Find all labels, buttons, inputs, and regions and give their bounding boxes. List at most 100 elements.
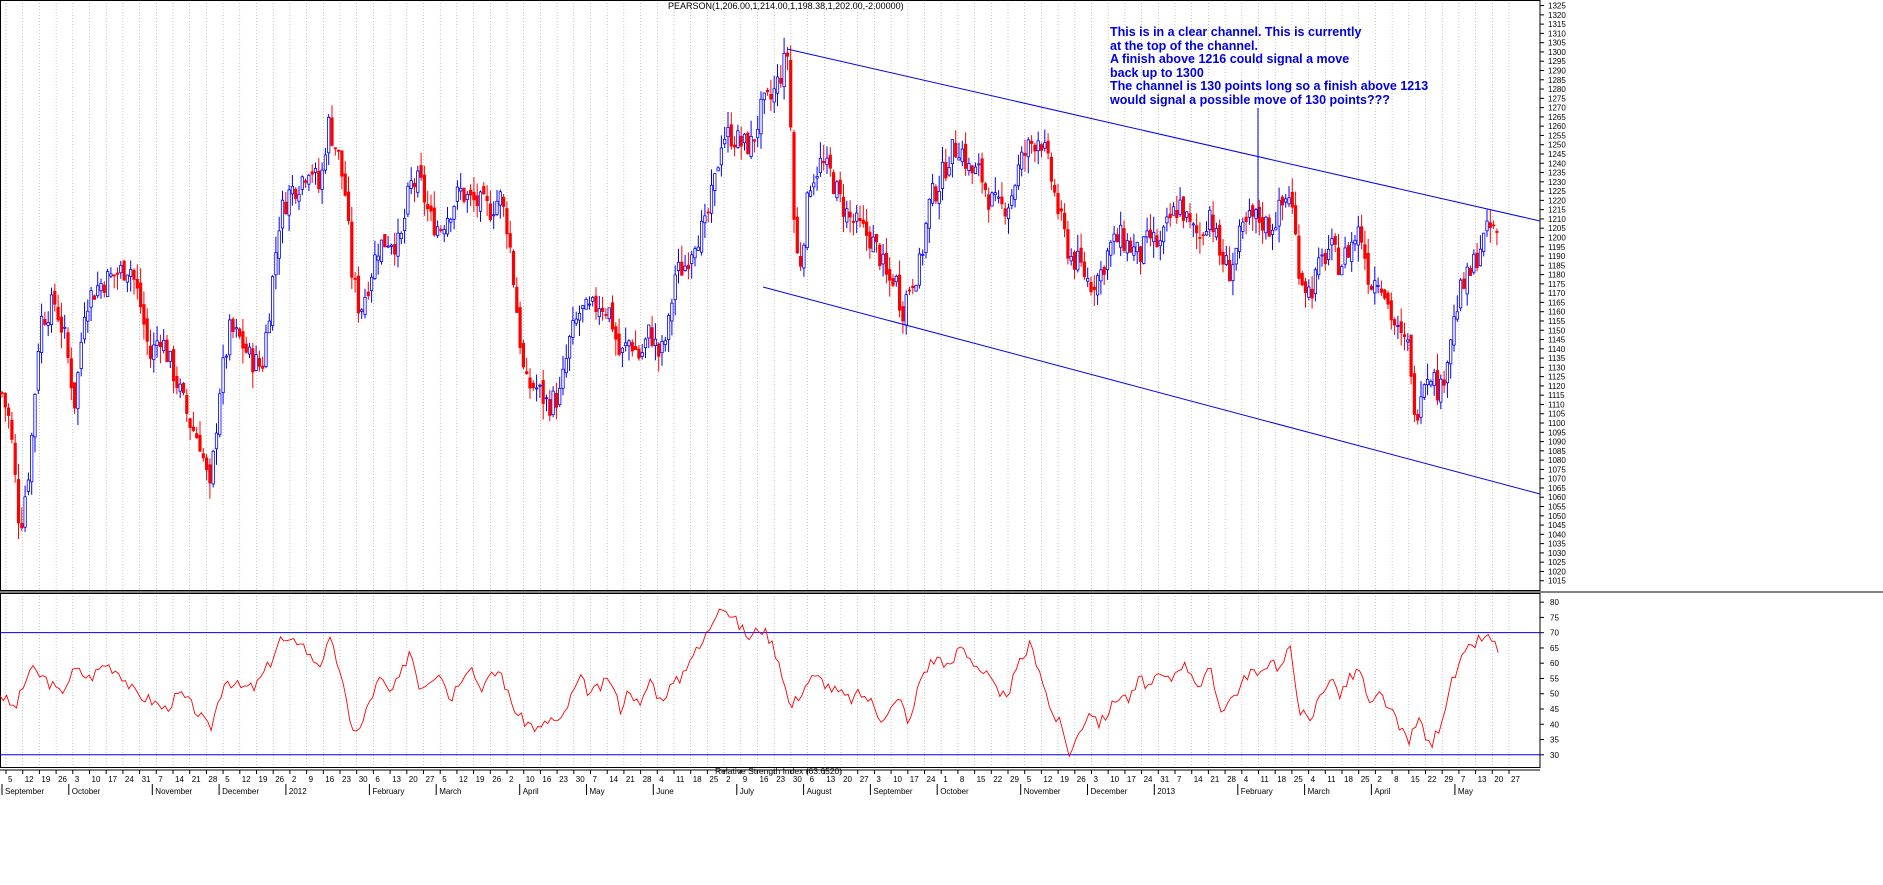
- candle-body: [1010, 195, 1014, 206]
- candle-body: [353, 277, 357, 280]
- candle-body: [1346, 245, 1350, 258]
- price-tick-label: 1315: [1548, 20, 1566, 29]
- candle-body: [574, 318, 578, 324]
- candle-body: [1152, 231, 1156, 243]
- candle-body: [488, 203, 493, 221]
- candle-body: [1155, 235, 1159, 248]
- candle-body: [775, 76, 780, 94]
- candle-body: [188, 418, 192, 429]
- rsi-tick-label: 75: [1550, 613, 1559, 622]
- date-tick-label: 13: [1478, 775, 1487, 784]
- candle-body: [1307, 286, 1311, 298]
- candle-body: [1112, 233, 1116, 242]
- candle-body: [244, 343, 248, 353]
- candle-body: [878, 244, 882, 267]
- candle-body: [1475, 252, 1479, 269]
- candle-body: [475, 195, 479, 207]
- candle-body: [1350, 241, 1354, 262]
- candle-body: [1455, 311, 1459, 320]
- date-tick-label: 6: [375, 775, 380, 784]
- candle-body: [399, 233, 403, 240]
- candle-body: [1181, 196, 1185, 221]
- candle-body: [1129, 240, 1133, 253]
- candle-body: [1168, 213, 1172, 219]
- candle-body: [1023, 152, 1027, 156]
- candle-body: [148, 345, 153, 359]
- candle-body: [1353, 239, 1357, 245]
- candle-body: [1030, 140, 1034, 144]
- candle-body: [812, 182, 816, 188]
- candle-body: [66, 332, 70, 358]
- candle-body: [1449, 339, 1453, 365]
- candle-body: [386, 245, 390, 248]
- month-label: May: [1458, 787, 1473, 796]
- candle-body: [122, 260, 126, 281]
- candle-body: [917, 253, 922, 286]
- rsi-frame: [0, 593, 1541, 768]
- month-label: April: [523, 787, 539, 796]
- date-tick-label: 24: [927, 775, 936, 784]
- candle-body: [1290, 191, 1294, 208]
- candle-body: [86, 310, 90, 322]
- price-tick-label: 1100: [1548, 419, 1566, 428]
- candle-body: [934, 186, 938, 202]
- candle-body: [1043, 142, 1047, 149]
- candle-body: [43, 318, 47, 325]
- candle-body: [343, 173, 347, 196]
- candle-body: [373, 254, 377, 279]
- candle-body: [511, 250, 516, 286]
- date-tick-label: 5: [8, 775, 13, 784]
- candle-body: [670, 302, 674, 322]
- candle-body: [924, 223, 928, 253]
- date-tick-label: 11: [1261, 775, 1270, 784]
- price-tick-label: 1115: [1548, 391, 1565, 400]
- month-label: November: [1024, 787, 1061, 796]
- price-tick-label: 1250: [1548, 141, 1566, 150]
- date-tick-label: 13: [826, 775, 835, 784]
- date-tick-label: 19: [41, 775, 50, 784]
- candle-body: [241, 331, 245, 349]
- candle-body: [515, 286, 519, 313]
- candle-body: [462, 188, 466, 202]
- month-label: February: [1241, 787, 1273, 796]
- candle-body: [402, 218, 407, 232]
- candle-body: [505, 208, 509, 235]
- price-tick-label: 1300: [1548, 48, 1566, 57]
- candle-body: [369, 276, 374, 292]
- candle-body: [409, 180, 413, 189]
- candle-body: [1178, 199, 1182, 215]
- candle-body: [634, 346, 638, 350]
- candle-body: [1234, 247, 1238, 265]
- price-tick-label: 1065: [1548, 484, 1566, 493]
- candle-body: [432, 207, 436, 236]
- candle-body: [1162, 226, 1166, 243]
- candle-body: [1089, 281, 1093, 293]
- candle-body: [1096, 275, 1100, 296]
- candle-body: [964, 143, 968, 169]
- candle-body: [1396, 324, 1400, 327]
- candle-body: [303, 180, 308, 183]
- price-tick-label: 1205: [1548, 224, 1566, 233]
- date-tick-label: 20: [409, 775, 418, 784]
- candle-body: [379, 239, 384, 263]
- candle-body: [1188, 213, 1192, 222]
- candle-body: [1195, 225, 1199, 234]
- candle-body: [1294, 205, 1298, 235]
- rsi-tick-label: 55: [1550, 674, 1559, 683]
- date-tick-label: 26: [275, 775, 284, 784]
- candle-body: [858, 217, 862, 221]
- price-tick-label: 1220: [1548, 196, 1566, 205]
- candle-body: [977, 163, 981, 166]
- price-tick-label: 1320: [1548, 11, 1566, 20]
- annotation-line: at the top of the channel.: [1110, 38, 1258, 53]
- price-tick-label: 1085: [1548, 447, 1566, 456]
- candle-body: [1125, 240, 1129, 254]
- candle-body: [69, 358, 73, 389]
- date-tick-label: 12: [242, 775, 251, 784]
- date-tick-label: 27: [860, 775, 869, 784]
- month-label: November: [155, 787, 192, 796]
- candle-body: [719, 147, 724, 166]
- candle-body: [280, 199, 285, 229]
- candle-body: [419, 165, 423, 178]
- candle-body: [468, 189, 473, 196]
